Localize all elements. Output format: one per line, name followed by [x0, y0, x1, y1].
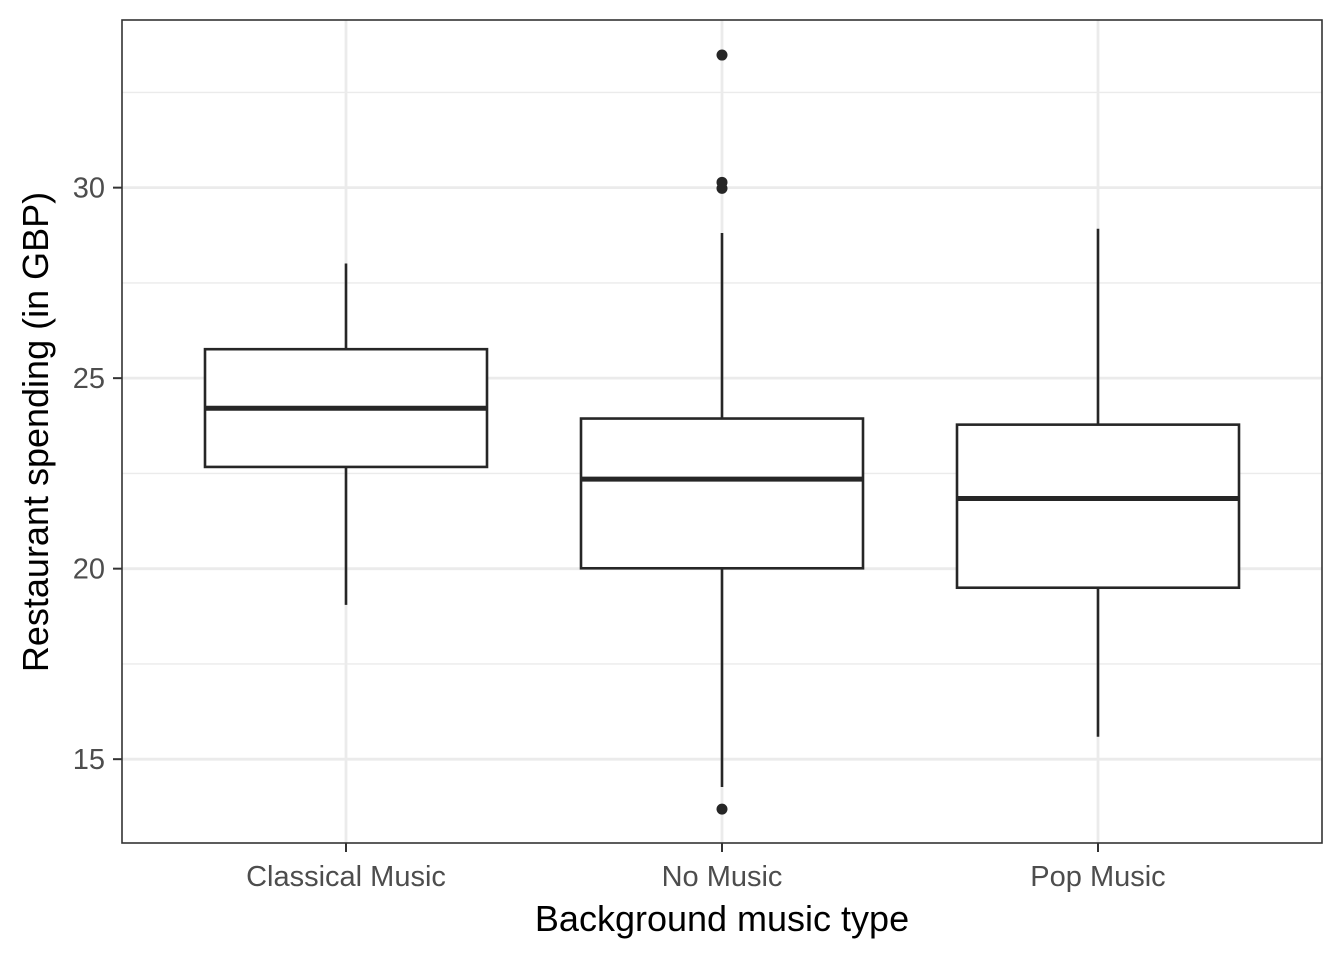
iqr-box — [955, 423, 1241, 590]
outlier-point — [716, 49, 728, 61]
outlier-point — [716, 803, 728, 815]
y-tick-label: 30 — [73, 173, 105, 205]
box-no-music — [579, 49, 865, 815]
iqr-box — [579, 417, 865, 570]
x-axis-title: Background music type — [535, 898, 909, 939]
axes: 15 20 25 30 Classical Music No Music Pop Music — [73, 173, 1166, 893]
box-plots — [203, 49, 1241, 815]
y-tick-label: 20 — [73, 554, 105, 586]
box-pop-music — [955, 228, 1241, 737]
x-tick-label: Classical Music — [246, 861, 446, 893]
y-tick-label: 15 — [73, 744, 105, 776]
y-axis-title: Restaurant spending (in GBP) — [15, 192, 56, 672]
y-tick-label: 25 — [73, 363, 105, 395]
outlier-point — [716, 176, 728, 188]
box-classical-music — [203, 263, 489, 605]
x-tick-label: No Music — [662, 861, 783, 893]
x-tick-label: Pop Music — [1030, 861, 1165, 893]
